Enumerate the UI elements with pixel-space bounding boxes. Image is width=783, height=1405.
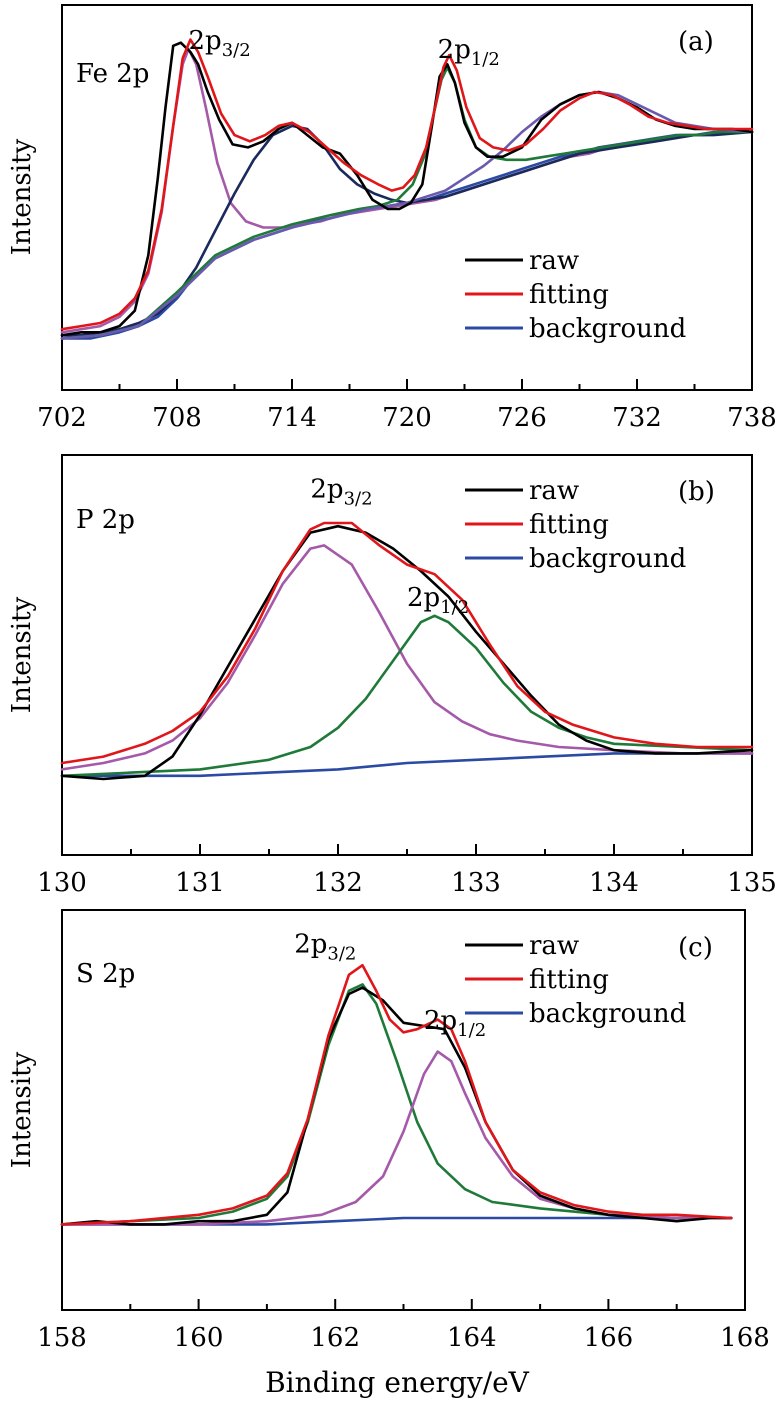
panel-b-tick-label: 130	[37, 868, 87, 898]
panel-c-curve-raw	[60, 986, 733, 1226]
panel-c-legend-label-background: background	[529, 999, 686, 1029]
panel-c-tick-label: 160	[174, 1323, 224, 1353]
panel-b-x-ticks: 130 131 132 133 134 135	[37, 844, 777, 898]
panel-a-legend-label-raw: raw	[529, 246, 579, 276]
panel-a-x-ticks: 702 708 714 720 726 732 738	[37, 379, 777, 433]
panel-c-frame	[61, 909, 746, 1311]
panel-b-tick-label: 131	[175, 868, 225, 898]
panel-c-y-axis-label: Intensity	[7, 1051, 37, 1168]
panel-b: 130 131 132 133 134 135 Intensity P 2p (b) 2p…	[7, 454, 777, 898]
panel-a-tick-label: 702	[37, 403, 87, 433]
panel-c-peak-label: 2p3/2	[294, 929, 356, 964]
panel-a-legend-label-fitting: fitting	[529, 280, 609, 310]
panel-a-curves	[60, 38, 754, 340]
panel-b-curve-fitting	[60, 521, 754, 765]
panel-b-curve-p-2p3-2-component	[60, 544, 754, 771]
panel-a-peak-label: 2p1/2	[438, 35, 500, 70]
panel-b-curve-p-2p1-2-component	[60, 614, 754, 778]
panel-c-tick-label: 164	[447, 1323, 497, 1353]
panel-b-tick-label: 134	[589, 868, 639, 898]
panel-b-y-axis-label: Intensity	[7, 596, 37, 713]
panel-c-curve-fitting	[60, 963, 733, 1226]
panel-b-tick-label: 135	[727, 868, 777, 898]
panel-b-legend-label-fitting: fitting	[529, 510, 609, 540]
panel-b-curve-background	[60, 752, 754, 778]
panel-c-peak-label: 2p1/2	[424, 1006, 486, 1041]
panel-b-curves	[60, 521, 754, 781]
panel-c-tick-label: 168	[720, 1323, 770, 1353]
panel-a-curve-fitting	[60, 38, 754, 331]
panel-a-tick-label: 708	[152, 403, 202, 433]
panel-b-peak-label: 2p1/2	[407, 583, 469, 618]
panel-c-legend-label-raw: raw	[529, 931, 579, 961]
panel-a-element-label: Fe 2p	[76, 59, 149, 89]
panel-c-curves	[60, 963, 733, 1226]
panel-b-element-label: P 2p	[76, 505, 135, 535]
panel-b-legend-label-background: background	[529, 544, 686, 574]
panel-a-tick-label: 714	[267, 403, 317, 433]
panel-b-tick-label: 133	[451, 868, 501, 898]
panel-c-element-label: S 2p	[76, 959, 135, 989]
panel-a-peak-label: 2p3/2	[189, 26, 251, 61]
x-axis-label: Binding energy/eV	[265, 1366, 530, 1399]
panel-a-peak-labels: 2p3/2 2p1/2	[189, 26, 500, 70]
panel-a-panel-label: (a)	[678, 27, 714, 57]
panel-c-tick-label: 162	[310, 1323, 360, 1353]
panel-a: 702 708 714 720 726 732 738 Intensity Fe 2p (a…	[7, 4, 777, 433]
panel-a-tick-label: 732	[612, 403, 662, 433]
panel-a-y-axis-label: Intensity	[7, 138, 37, 255]
panel-a-tick-label: 720	[382, 403, 432, 433]
panel-b-frame	[61, 454, 753, 856]
panel-c-x-ticks: 158 160 162 164 166 168	[37, 1299, 770, 1353]
panel-b-tick-label: 132	[313, 868, 363, 898]
panel-b-legend: raw fitting background	[465, 476, 686, 574]
panel-a-legend: raw fitting background	[465, 246, 686, 344]
panel-c-peak-labels: 2p3/2 2p1/2	[294, 929, 486, 1041]
panel-b-legend-label-raw: raw	[529, 476, 579, 506]
panel-c-legend-label-fitting: fitting	[529, 965, 609, 995]
panel-c-tick-label: 166	[584, 1323, 634, 1353]
panel-a-tick-label: 738	[727, 403, 777, 433]
panel-a-curve-fe-2p1-2-satellite	[60, 90, 754, 340]
panel-c-panel-label: (c)	[678, 933, 713, 963]
panel-a-tick-label: 726	[497, 403, 547, 433]
panel-c-curve-s-2p3-2-component	[60, 983, 733, 1226]
panel-c-legend: raw fitting background	[465, 931, 686, 1029]
panel-c-curve-s-2p1-2-component	[60, 1050, 733, 1226]
panel-b-curve-raw	[60, 524, 754, 781]
panel-b-peak-labels: 2p3/2 2p1/2	[310, 474, 469, 618]
panel-a-legend-label-background: background	[529, 314, 686, 344]
panel-b-peak-label: 2p3/2	[310, 474, 372, 509]
panel-c-tick-label: 158	[37, 1323, 87, 1353]
panel-b-panel-label: (b)	[678, 477, 715, 507]
panel-c: 158 160 162 164 166 168 Intensity S 2p (c) 2p…	[7, 909, 770, 1353]
